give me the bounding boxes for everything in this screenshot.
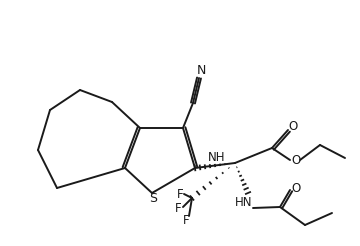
Text: F: F xyxy=(177,187,183,200)
Text: F: F xyxy=(183,214,189,227)
Text: O: O xyxy=(288,121,298,134)
Text: N: N xyxy=(196,63,206,77)
Text: O: O xyxy=(291,154,301,167)
Text: S: S xyxy=(149,193,157,205)
Text: F: F xyxy=(175,201,181,215)
Text: NH: NH xyxy=(208,151,226,164)
Text: HN: HN xyxy=(235,197,253,210)
Text: O: O xyxy=(291,182,301,195)
